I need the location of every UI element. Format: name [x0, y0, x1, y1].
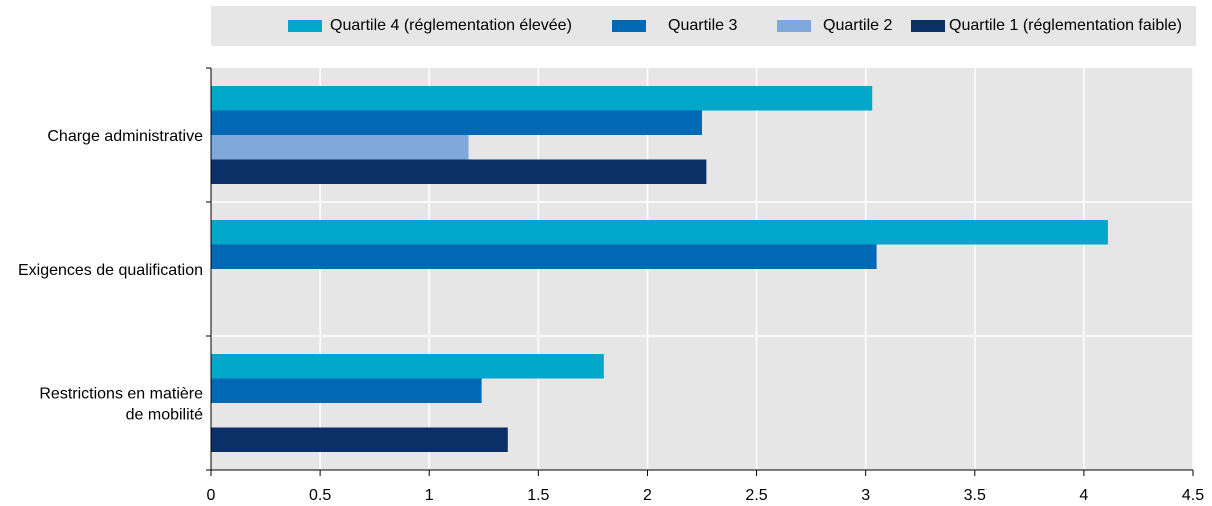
legend-swatch-quartile-1 [911, 20, 945, 32]
legend-item-quartile-1: Quartile 1 (réglementation faible) [911, 6, 1182, 46]
legend-swatch-quartile-2 [777, 20, 811, 32]
x-tick-label: 1.5 [527, 487, 549, 504]
x-tick-label: 4.5 [1182, 487, 1204, 504]
x-tick-label: 4 [1079, 487, 1088, 504]
legend-item-quartile-3: Quartile 3 [612, 6, 737, 46]
category-label: Exigences de qualification [18, 262, 203, 279]
x-tick-label: 1 [425, 487, 434, 504]
x-tick-label: 3.5 [964, 487, 986, 504]
x-tick-label: 2 [643, 487, 652, 504]
bar [211, 378, 482, 403]
x-tick-label: 0 [207, 487, 216, 504]
legend-swatch-quartile-3 [612, 20, 646, 32]
x-tick-label: 0.5 [309, 487, 331, 504]
category-label: Restrictions en matière [39, 386, 203, 403]
legend-label-quartile-4: Quartile 4 (réglementation élevée) [330, 17, 572, 34]
legend-swatch-quartile-4 [288, 20, 322, 32]
bar [211, 244, 877, 269]
legend: Quartile 4 (réglementation élevée) Quart… [211, 6, 1196, 46]
x-tick-label: 2.5 [745, 487, 767, 504]
bar [211, 110, 702, 135]
bar [211, 354, 604, 379]
bar [211, 220, 1108, 245]
legend-label-quartile-3: Quartile 3 [668, 17, 738, 34]
bar [211, 86, 873, 111]
bar [211, 135, 469, 160]
category-label: Charge administrative [47, 128, 203, 145]
bar [211, 427, 508, 452]
x-tick-label: 3 [861, 487, 870, 504]
bar [211, 159, 707, 184]
legend-item-quartile-2: Quartile 2 [777, 6, 892, 46]
category-label: de mobilité [126, 407, 203, 424]
legend-label-quartile-2: Quartile 2 [823, 17, 893, 34]
legend-item-quartile-4: Quartile 4 (réglementation élevée) [288, 6, 572, 46]
legend-label-quartile-1: Quartile 1 (réglementation faible) [949, 17, 1183, 34]
